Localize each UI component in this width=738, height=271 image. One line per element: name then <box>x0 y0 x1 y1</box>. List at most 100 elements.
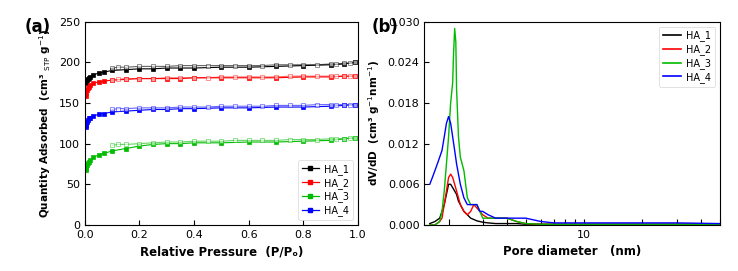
HA_2 <box>456 203 465 206</box>
HA_2 <box>595 223 604 226</box>
HA_4 <box>452 162 461 166</box>
HA_4 <box>460 196 469 199</box>
Line: HA_3: HA_3 <box>430 28 720 225</box>
HA_4 <box>442 122 451 125</box>
HA_3 <box>435 220 444 223</box>
HA_2 <box>452 189 461 193</box>
HA_1 <box>440 203 449 206</box>
HA_4 <box>433 162 442 166</box>
HA_2 <box>492 217 500 220</box>
HA_3 <box>512 220 521 223</box>
HA_2 <box>512 220 521 223</box>
HA_3 <box>442 162 451 166</box>
X-axis label: Pore diameter   (nm): Pore diameter (nm) <box>503 245 641 258</box>
HA_4 <box>492 217 500 220</box>
HA_1 <box>561 223 570 226</box>
HA_1 <box>444 183 453 186</box>
HA_2 <box>425 223 434 227</box>
HA_2 <box>472 207 481 210</box>
HA_2 <box>469 203 478 206</box>
HA_1 <box>454 199 463 203</box>
HA_3 <box>452 88 461 91</box>
Text: (b): (b) <box>371 18 398 36</box>
HA_3 <box>483 217 492 220</box>
HA_4 <box>456 183 465 186</box>
HA_2 <box>638 223 646 226</box>
HA_2 <box>550 223 559 226</box>
HA_1 <box>512 222 521 225</box>
HA_4 <box>440 135 449 138</box>
HA_2 <box>463 213 472 216</box>
HA_2 <box>440 203 449 206</box>
HA_3 <box>503 217 511 220</box>
HA_3 <box>537 223 545 226</box>
HA_3 <box>492 217 500 220</box>
HA_2 <box>561 223 570 226</box>
HA_4 <box>672 221 681 224</box>
HA_3 <box>460 169 469 172</box>
HA_1 <box>492 222 500 225</box>
HA_1 <box>595 223 604 226</box>
HA_3 <box>448 81 457 84</box>
HA_1 <box>472 219 481 222</box>
X-axis label: Relative Pressure  (P/Pₒ): Relative Pressure (P/Pₒ) <box>139 245 303 258</box>
HA_4 <box>430 169 439 172</box>
HA_2 <box>672 223 681 226</box>
Text: (a): (a) <box>25 18 51 36</box>
Y-axis label: Quantity Adsorbed  (cm³ $_{\mathrm{STP}}$ g$^{-1}$): Quantity Adsorbed (cm³ $_{\mathrm{STP}}$… <box>38 29 53 218</box>
HA_1 <box>579 223 588 226</box>
HA_1 <box>442 193 451 196</box>
Line: HA_4: HA_4 <box>430 117 720 224</box>
HA_2 <box>579 223 588 226</box>
HA_2 <box>521 222 530 225</box>
HA_4 <box>512 217 521 220</box>
Line: HA_1: HA_1 <box>430 184 720 224</box>
HA_3 <box>475 210 484 213</box>
HA_3 <box>469 203 478 206</box>
HA_3 <box>438 210 446 213</box>
HA_1 <box>521 223 530 226</box>
HA_4 <box>521 217 530 220</box>
HA_3 <box>595 223 604 226</box>
HA_2 <box>466 210 475 213</box>
HA_1 <box>478 221 487 224</box>
HA_1 <box>430 220 439 223</box>
HA_2 <box>430 223 439 227</box>
HA_4 <box>483 213 492 216</box>
HA_1 <box>448 186 457 189</box>
HA_3 <box>463 196 472 199</box>
HA_4 <box>579 221 588 224</box>
HA_1 <box>638 223 646 226</box>
HA_1 <box>438 210 446 213</box>
HA_4 <box>561 221 570 224</box>
HA_4 <box>614 221 623 224</box>
HA_2 <box>438 217 446 220</box>
HA_2 <box>442 189 451 193</box>
HA_3 <box>614 223 623 226</box>
HA_3 <box>550 223 559 226</box>
HA_3 <box>579 223 588 226</box>
HA_3 <box>478 217 487 220</box>
HA_2 <box>478 213 487 216</box>
HA_2 <box>537 223 545 226</box>
HA_4 <box>608 221 617 224</box>
HA_2 <box>448 176 457 179</box>
HA_1 <box>475 220 484 223</box>
HA_4 <box>570 221 579 224</box>
HA_4 <box>469 203 478 206</box>
HA_4 <box>503 217 511 220</box>
HA_2 <box>450 183 459 186</box>
HA_2 <box>454 196 463 199</box>
HA_4 <box>463 203 472 206</box>
Line: HA_2: HA_2 <box>430 174 720 225</box>
HA_2 <box>444 176 453 179</box>
HA_1 <box>537 223 545 226</box>
HA_1 <box>460 210 469 213</box>
HA_3 <box>446 101 455 105</box>
HA_1 <box>550 223 559 226</box>
HA_3 <box>472 203 481 206</box>
HA_2 <box>715 223 724 226</box>
HA_2 <box>483 217 492 220</box>
HA_2 <box>570 223 579 226</box>
HA_3 <box>672 223 681 226</box>
